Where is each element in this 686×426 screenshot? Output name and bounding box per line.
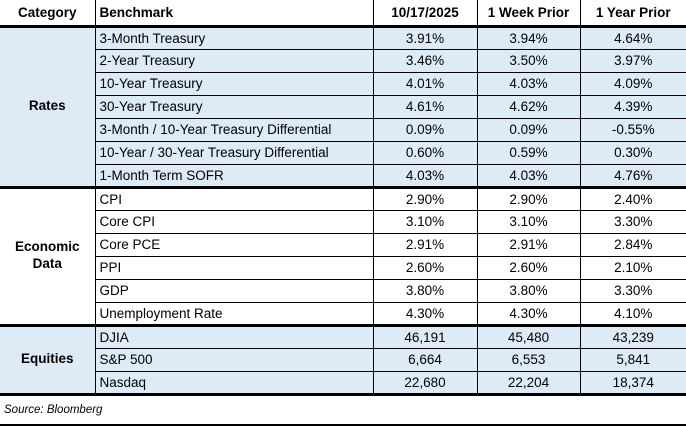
value-year-prior: 4.10%	[579, 301, 686, 327]
table-row: 10-Year / 30-Year Treasury Differential …	[0, 140, 686, 164]
table-row: Equities DJIA 46,191 45,480 43,239	[0, 324, 686, 396]
value-week-prior: 6,553	[476, 347, 580, 371]
value-year-prior: -0.55%	[579, 117, 686, 141]
header-category: Category	[0, 0, 95, 28]
benchmark-cell: 3-Month / 10-Year Treasury Differential	[94, 117, 373, 141]
value-week-prior: 3.50%	[476, 48, 580, 72]
table-row: S&P 500 6,664 6,553 5,841	[0, 347, 686, 371]
benchmark-table: Category Benchmark 10/17/2025 1 Week Pri…	[0, 0, 686, 396]
benchmark-cell: 10-Year / 30-Year Treasury Differential	[94, 140, 373, 164]
value-week-prior: 22,204	[476, 370, 580, 396]
value-year-prior: 18,374	[579, 370, 686, 396]
table-row: GDP 3.80% 3.80% 3.30%	[0, 278, 686, 302]
benchmark-cell: Core PCE	[94, 232, 373, 256]
value-week-prior: 3.94%	[476, 25, 580, 49]
value-current: 3.10%	[372, 209, 477, 233]
value-week-prior: 2.60%	[476, 255, 580, 279]
value-current: 6,664	[372, 347, 477, 371]
value-current: 3.46%	[372, 48, 477, 72]
value-current: 46,191	[372, 324, 477, 348]
benchmark-cell: GDP	[94, 278, 373, 302]
benchmark-cell: 2-Year Treasury	[94, 48, 373, 72]
header-benchmark: Benchmark	[94, 0, 373, 28]
category-cell-equities: Equities	[0, 324, 95, 396]
category-cell-economic-data: Economic Data	[0, 186, 95, 327]
benchmark-cell: DJIA	[94, 324, 373, 348]
value-current: 4.30%	[372, 301, 477, 327]
table-row: Core PCE 2.91% 2.91% 2.84%	[0, 232, 686, 256]
value-current: 2.90%	[372, 186, 477, 210]
table-row: 30-Year Treasury 4.61% 4.62% 4.39%	[0, 94, 686, 118]
value-week-prior: 3.80%	[476, 278, 580, 302]
table-row: Economic Data CPI 2.90% 2.90% 2.40%	[0, 186, 686, 327]
value-current: 4.03%	[372, 163, 477, 189]
header-week-prior: 1 Week Prior	[476, 0, 580, 28]
value-year-prior: 2.40%	[579, 186, 686, 210]
benchmark-cell: 10-Year Treasury	[94, 71, 373, 95]
benchmark-cell: Nasdaq	[94, 370, 373, 396]
value-year-prior: 4.39%	[579, 94, 686, 118]
table-row: 2-Year Treasury 3.46% 3.50% 3.97%	[0, 48, 686, 72]
value-current: 4.01%	[372, 71, 477, 95]
value-year-prior: 4.76%	[579, 163, 686, 189]
table-row: Unemployment Rate 4.30% 4.30% 4.10%	[0, 301, 686, 327]
source-note: Source: Bloomberg	[4, 403, 103, 416]
value-week-prior: 2.91%	[476, 232, 580, 256]
value-current: 3.91%	[372, 25, 477, 49]
value-year-prior: 0.30%	[579, 140, 686, 164]
benchmark-cell: Core CPI	[94, 209, 373, 233]
value-current: 0.60%	[372, 140, 477, 164]
header-row: Category Benchmark 10/17/2025 1 Week Pri…	[0, 0, 686, 28]
value-week-prior: 4.62%	[476, 94, 580, 118]
value-year-prior: 43,239	[579, 324, 686, 348]
value-week-prior: 0.59%	[476, 140, 580, 164]
benchmark-cell: PPI	[94, 255, 373, 279]
table-row: 3-Month / 10-Year Treasury Differential …	[0, 117, 686, 141]
value-week-prior: 0.09%	[476, 117, 580, 141]
table-row: Core CPI 3.10% 3.10% 3.30%	[0, 209, 686, 233]
table-row: PPI 2.60% 2.60% 2.10%	[0, 255, 686, 279]
value-week-prior: 4.03%	[476, 71, 580, 95]
value-year-prior: 3.30%	[579, 209, 686, 233]
value-week-prior: 2.90%	[476, 186, 580, 210]
header-current-date: 10/17/2025	[372, 0, 477, 28]
value-current: 0.09%	[372, 117, 477, 141]
category-cell-rates: Rates	[0, 25, 95, 189]
value-year-prior: 3.30%	[579, 278, 686, 302]
value-year-prior: 5,841	[579, 347, 686, 371]
value-year-prior: 3.97%	[579, 48, 686, 72]
value-current: 4.61%	[372, 94, 477, 118]
value-week-prior: 3.10%	[476, 209, 580, 233]
value-week-prior: 4.03%	[476, 163, 580, 189]
value-current: 2.60%	[372, 255, 477, 279]
value-current: 2.91%	[372, 232, 477, 256]
table-row: 1-Month Term SOFR 4.03% 4.03% 4.76%	[0, 163, 686, 189]
benchmark-cell: Unemployment Rate	[94, 301, 373, 327]
value-year-prior: 2.10%	[579, 255, 686, 279]
value-year-prior: 4.64%	[579, 25, 686, 49]
table-row: Rates 3-Month Treasury 3.91% 3.94% 4.64%	[0, 25, 686, 189]
header-year-prior: 1 Year Prior	[579, 0, 686, 28]
value-week-prior: 45,480	[476, 324, 580, 348]
table-row: Nasdaq 22,680 22,204 18,374	[0, 370, 686, 396]
benchmark-cell: CPI	[94, 186, 373, 210]
table-row: 10-Year Treasury 4.01% 4.03% 4.09%	[0, 71, 686, 95]
value-year-prior: 4.09%	[579, 71, 686, 95]
benchmark-cell: 30-Year Treasury	[94, 94, 373, 118]
value-current: 22,680	[372, 370, 477, 396]
benchmark-cell: 1-Month Term SOFR	[94, 163, 373, 189]
value-current: 3.80%	[372, 278, 477, 302]
source-row: Source: Bloomberg	[0, 395, 686, 426]
benchmark-cell: S&P 500	[94, 347, 373, 371]
benchmark-cell: 3-Month Treasury	[94, 25, 373, 49]
value-week-prior: 4.30%	[476, 301, 580, 327]
value-year-prior: 2.84%	[579, 232, 686, 256]
